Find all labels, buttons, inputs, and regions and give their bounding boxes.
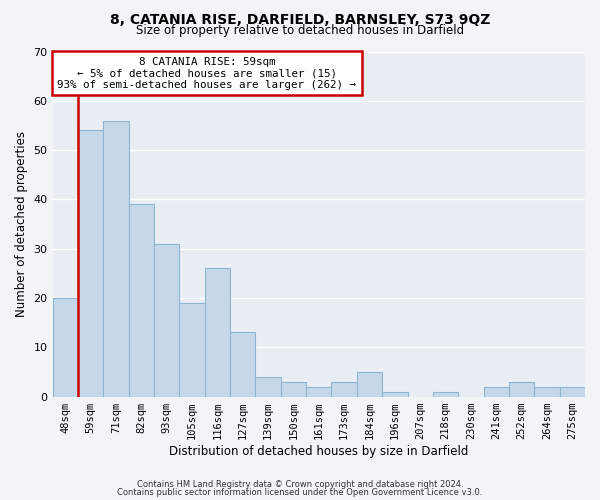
Text: Size of property relative to detached houses in Darfield: Size of property relative to detached ho… bbox=[136, 24, 464, 37]
Y-axis label: Number of detached properties: Number of detached properties bbox=[15, 131, 28, 317]
Text: 8 CATANIA RISE: 59sqm
← 5% of detached houses are smaller (15)
93% of semi-detac: 8 CATANIA RISE: 59sqm ← 5% of detached h… bbox=[58, 56, 356, 90]
Bar bbox=[382, 392, 407, 396]
Bar bbox=[281, 382, 306, 396]
Bar bbox=[230, 332, 256, 396]
Bar bbox=[560, 386, 585, 396]
Bar bbox=[534, 386, 560, 396]
Bar bbox=[205, 268, 230, 396]
Bar bbox=[78, 130, 103, 396]
Text: 8, CATANIA RISE, DARFIELD, BARNSLEY, S73 9QZ: 8, CATANIA RISE, DARFIELD, BARNSLEY, S73… bbox=[110, 12, 490, 26]
Text: Contains public sector information licensed under the Open Government Licence v3: Contains public sector information licen… bbox=[118, 488, 482, 497]
X-axis label: Distribution of detached houses by size in Darfield: Distribution of detached houses by size … bbox=[169, 444, 469, 458]
Bar bbox=[509, 382, 534, 396]
Bar bbox=[357, 372, 382, 396]
Bar bbox=[179, 303, 205, 396]
Bar bbox=[103, 120, 128, 396]
Bar bbox=[331, 382, 357, 396]
Bar bbox=[154, 244, 179, 396]
Bar bbox=[256, 377, 281, 396]
Bar bbox=[484, 386, 509, 396]
Bar bbox=[53, 298, 78, 396]
Bar bbox=[128, 204, 154, 396]
Bar bbox=[433, 392, 458, 396]
Bar bbox=[306, 386, 331, 396]
Text: Contains HM Land Registry data © Crown copyright and database right 2024.: Contains HM Land Registry data © Crown c… bbox=[137, 480, 463, 489]
